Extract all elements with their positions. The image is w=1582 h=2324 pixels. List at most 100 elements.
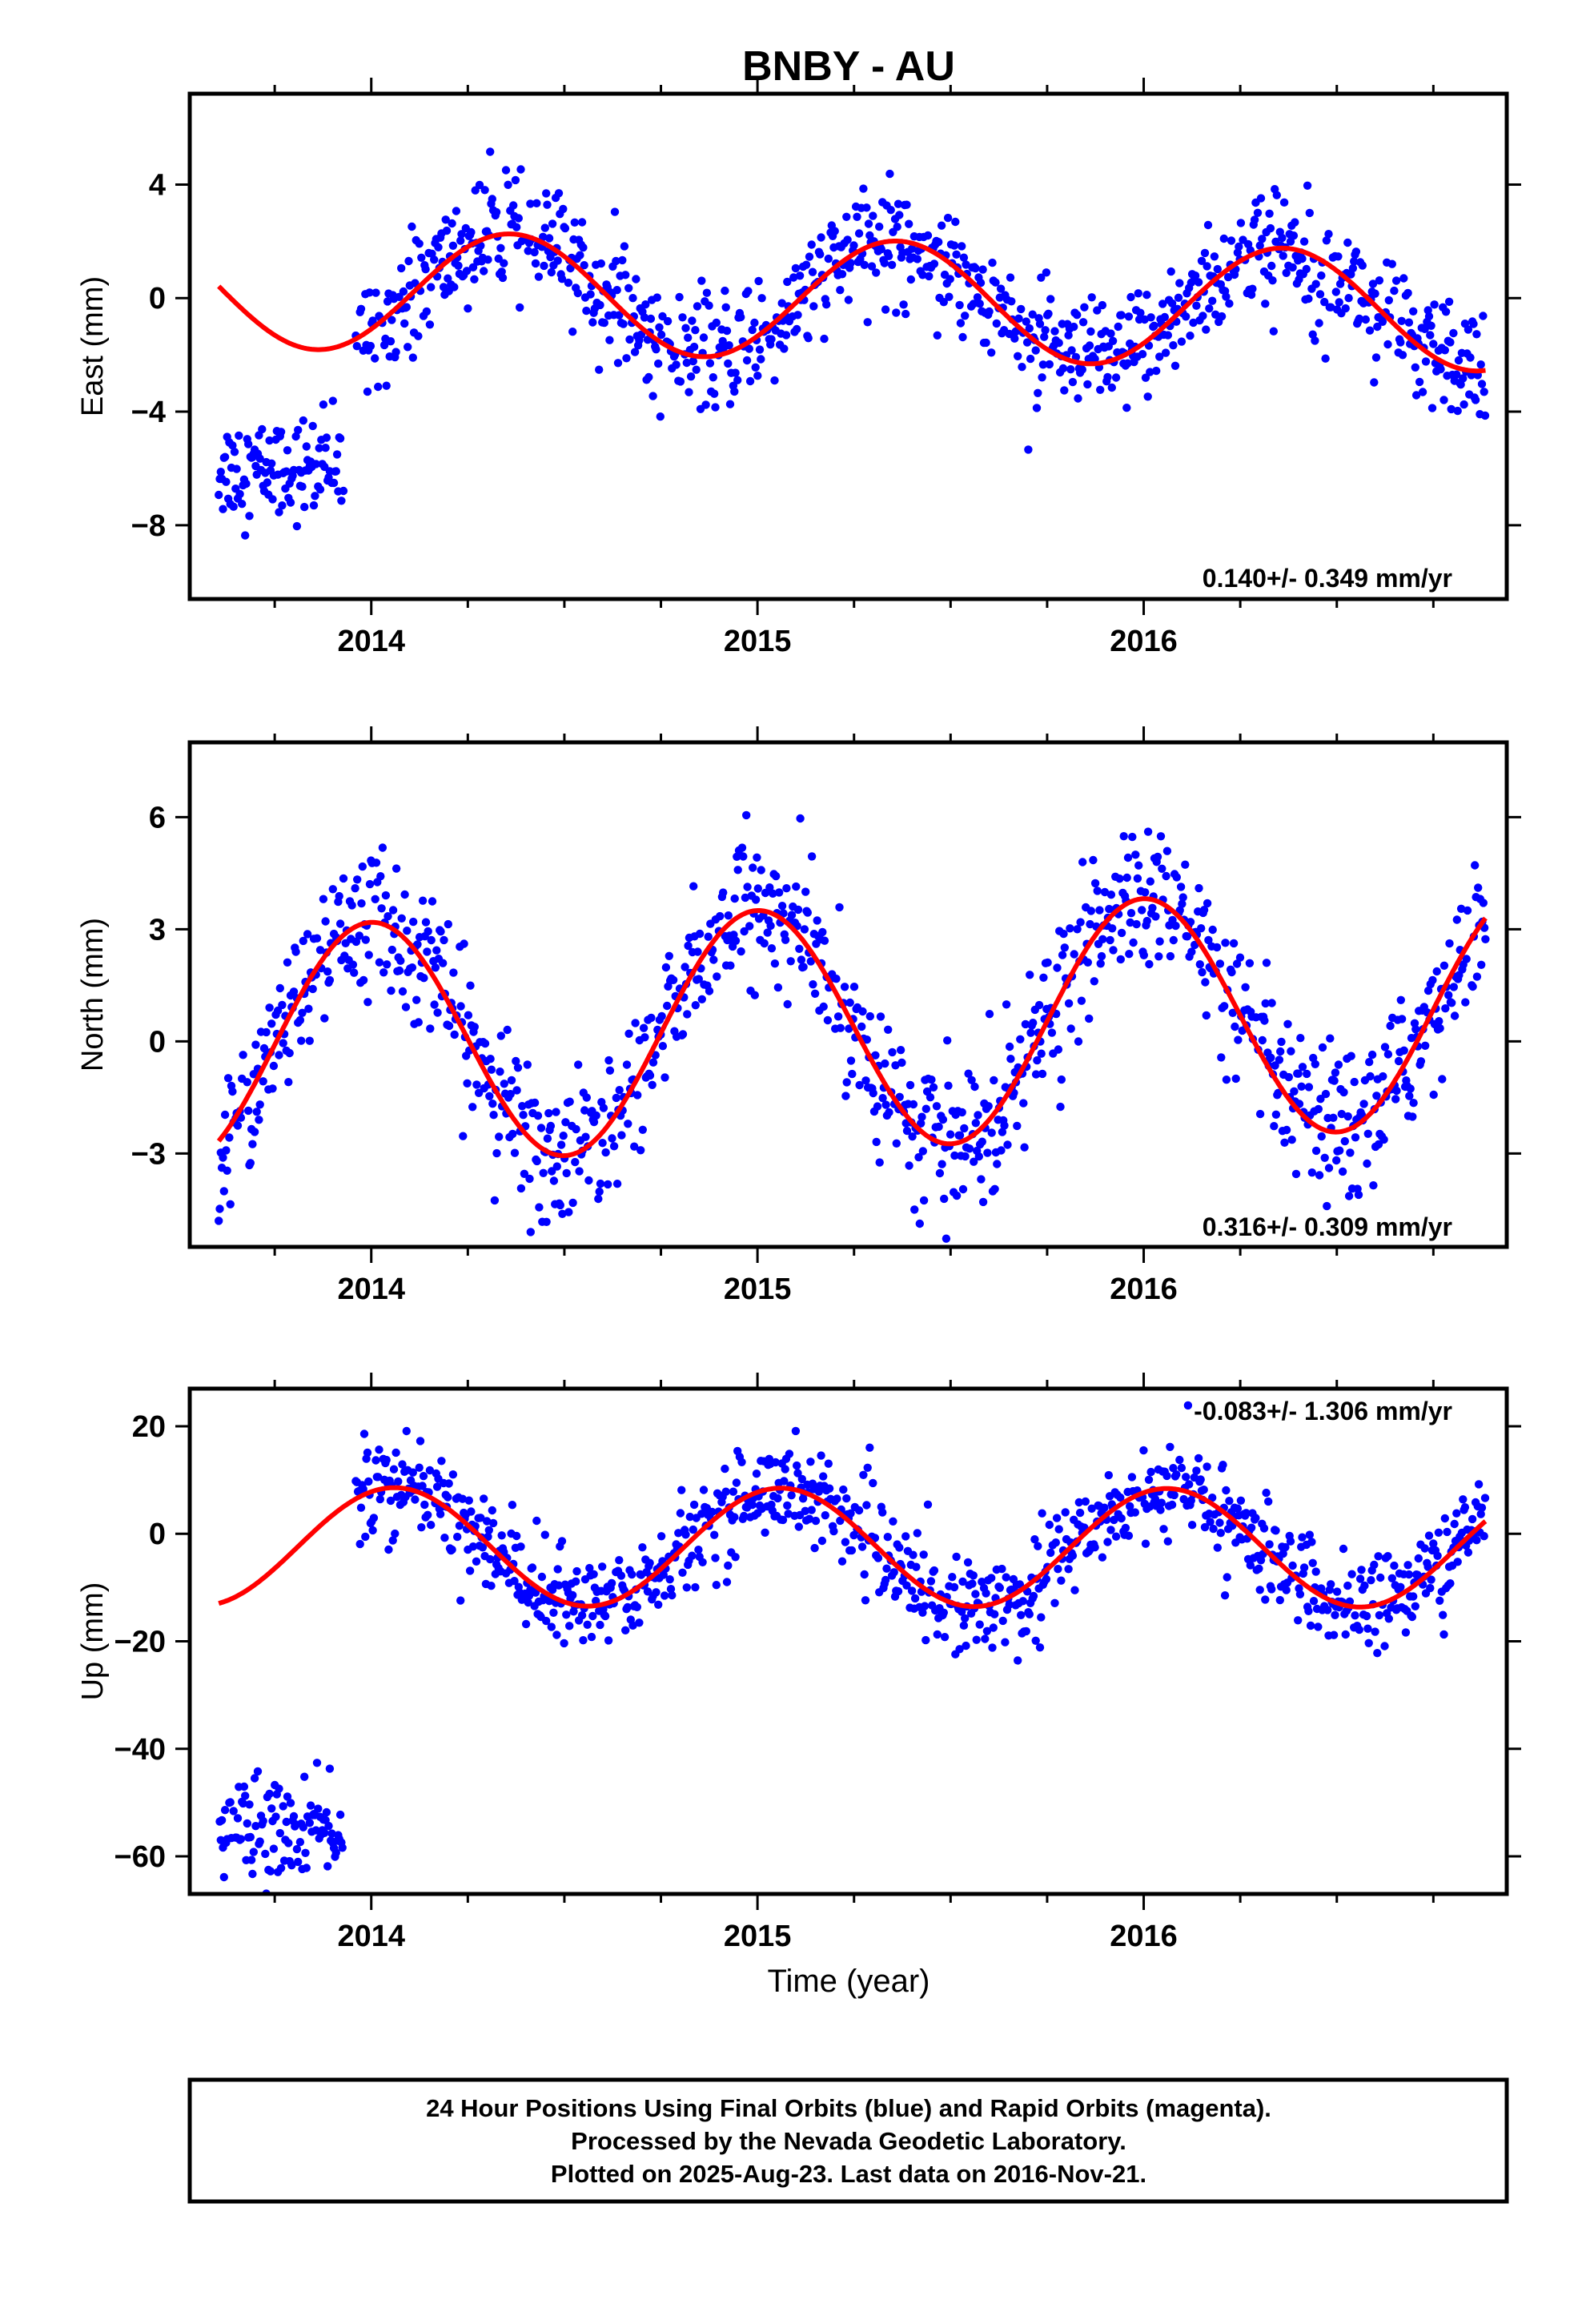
data-point: [1182, 932, 1192, 941]
footer-line-3: Plotted on 2025-Aug-23. Last data on 201…: [551, 2160, 1146, 2188]
data-point: [530, 247, 539, 257]
data-point: [267, 459, 276, 468]
data-point: [889, 1568, 898, 1577]
data-point: [480, 1039, 490, 1048]
data-point: [1038, 373, 1046, 382]
data-point: [977, 1175, 986, 1184]
data-point: [535, 1203, 544, 1212]
data-point: [1450, 1011, 1460, 1020]
data-point: [1234, 1035, 1243, 1044]
data-point: [793, 1461, 801, 1470]
data-point: [1373, 1649, 1382, 1658]
data-point: [876, 1012, 885, 1021]
data-point: [1472, 972, 1482, 981]
data-point: [1068, 377, 1078, 387]
data-point: [1225, 1497, 1234, 1506]
data-point: [320, 1014, 329, 1023]
data-point: [1460, 1503, 1470, 1512]
data-point: [282, 467, 291, 476]
data-point: [1200, 1522, 1210, 1532]
data-point: [1159, 1525, 1168, 1534]
data-point: [440, 935, 448, 945]
data-point: [371, 1456, 380, 1465]
data-point: [1225, 299, 1234, 308]
data-point: [464, 304, 472, 313]
data-point: [586, 290, 595, 299]
data-point: [1208, 925, 1217, 935]
data-point: [1302, 264, 1311, 274]
data-point: [488, 1506, 496, 1515]
data-point: [722, 1578, 732, 1586]
data-point: [1199, 906, 1209, 915]
data-point: [243, 1819, 251, 1828]
data-point: [1396, 1582, 1405, 1592]
data-point: [331, 467, 340, 476]
data-point: [319, 400, 328, 409]
x-tick-label: 2014: [337, 1920, 405, 1953]
data-point: [975, 300, 984, 308]
data-point: [1480, 1532, 1488, 1541]
data-point: [467, 1507, 476, 1516]
data-point: [1005, 1600, 1014, 1609]
data-point: [1418, 388, 1427, 396]
data-point: [745, 922, 754, 931]
data-point: [1408, 1112, 1417, 1121]
data-point: [356, 1503, 366, 1512]
data-point: [411, 279, 420, 287]
data-point: [775, 888, 784, 897]
data-point: [490, 1196, 500, 1205]
data-point: [1350, 1077, 1359, 1087]
data-point: [623, 1602, 632, 1612]
data-point: [289, 1811, 299, 1821]
data-point: [1037, 1049, 1046, 1058]
data-point: [946, 1130, 955, 1139]
data-point: [895, 1092, 904, 1102]
data-point: [292, 1844, 302, 1854]
data-point: [595, 1187, 604, 1196]
data-point: [362, 1454, 371, 1463]
data-point: [252, 1108, 261, 1116]
data-point: [232, 464, 241, 473]
data-point: [1323, 1606, 1332, 1614]
data-point: [793, 905, 803, 915]
data-point: [1178, 893, 1187, 902]
data-point: [1126, 918, 1134, 927]
data-point: [1406, 1084, 1415, 1093]
data-point: [413, 940, 422, 949]
data-point: [371, 354, 379, 363]
data-point: [368, 1526, 377, 1535]
data-point: [882, 1564, 891, 1573]
data-point: [596, 259, 605, 268]
y-tick-label: 0: [149, 282, 166, 316]
data-point: [1383, 1552, 1392, 1561]
data-point: [974, 1152, 984, 1161]
data-point: [1038, 1509, 1046, 1518]
data-point: [1367, 1576, 1375, 1585]
data-point: [376, 872, 385, 881]
data-point: [1014, 314, 1023, 323]
data-point: [308, 984, 317, 994]
data-point: [621, 271, 630, 279]
data-point: [544, 1108, 553, 1118]
data-point: [1282, 1586, 1291, 1594]
data-point: [547, 267, 556, 277]
data-point: [1337, 1109, 1347, 1119]
data-point: [983, 1148, 992, 1157]
data-point: [958, 1577, 967, 1586]
data-point: [917, 1119, 926, 1128]
data-point: [914, 1152, 923, 1162]
x-axis-label: Time (year): [768, 1964, 930, 1999]
data-point: [1182, 1473, 1191, 1482]
data-point: [749, 863, 757, 872]
data-point: [647, 1013, 656, 1023]
data-point: [615, 311, 624, 320]
data-point: [1284, 1072, 1294, 1082]
data-point: [275, 1051, 283, 1059]
data-point: [1196, 1475, 1205, 1484]
data-point: [587, 1632, 596, 1642]
data-point: [1436, 364, 1445, 374]
data-point: [382, 381, 391, 390]
data-point: [1459, 1495, 1468, 1504]
data-point: [897, 1058, 906, 1068]
data-point: [1476, 360, 1485, 369]
